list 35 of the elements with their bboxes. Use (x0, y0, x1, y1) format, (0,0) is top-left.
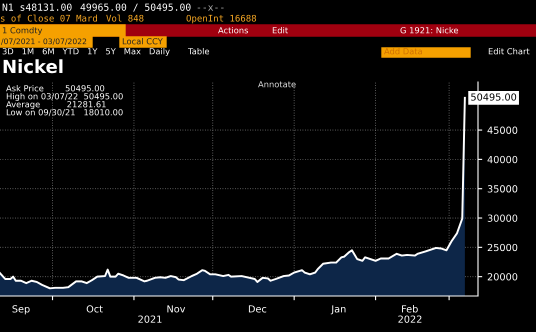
y-tick-label: 30000 (488, 214, 518, 222)
text: 2022 (398, 315, 422, 323)
text: Table (188, 48, 210, 54)
text: 3D 1M 6M YTD 1Y 5Y Max Daily (2, 48, 170, 56)
text: N1 s48131.00 (2, 3, 72, 11)
text: Vol 848 (106, 14, 144, 22)
text: OpenInt 16688 (186, 14, 256, 24)
x-tick-label: Oct (86, 305, 103, 313)
text: Local CCY (122, 38, 163, 44)
text: Edit Chart (488, 48, 530, 54)
x-tick-label: Dec (248, 305, 266, 313)
x-tick-label: Jan (330, 305, 346, 314)
x-tick-label: Sep (12, 305, 30, 314)
x-tick-label: Nov (167, 305, 186, 313)
annotation: Ask Price 50495.00 (6, 84, 104, 92)
text: --x-- (198, 5, 224, 11)
text: s of Close 07 Mard (0, 14, 97, 22)
chart-title: Nickel (4, 59, 62, 74)
data-label: 50495.00 (471, 93, 516, 101)
y-tick-label: 25000 (488, 244, 518, 252)
y-tick-label: 45000 (488, 126, 518, 134)
annotation: Average 21281.61 (6, 101, 106, 110)
y-tick-label: 40000 (488, 156, 518, 164)
annotation: Annotate (258, 81, 296, 88)
text: 49965.00 / 50495.00 (80, 3, 191, 12)
text: 2021 (138, 315, 162, 323)
annotation: Low on 09/30/21 18010.00 (6, 109, 123, 116)
y-tick-label: 35000 (488, 185, 518, 193)
text: G 1921: Nicke (400, 26, 458, 34)
x-tick-label: Feb (402, 305, 418, 313)
y-tick-label: 20000 (488, 273, 518, 280)
text: Edit (272, 26, 288, 34)
text: Actions (218, 26, 248, 34)
annotation: High on 03/07/22 50495.00 (6, 92, 123, 102)
text: 1 Comdty (2, 26, 42, 36)
